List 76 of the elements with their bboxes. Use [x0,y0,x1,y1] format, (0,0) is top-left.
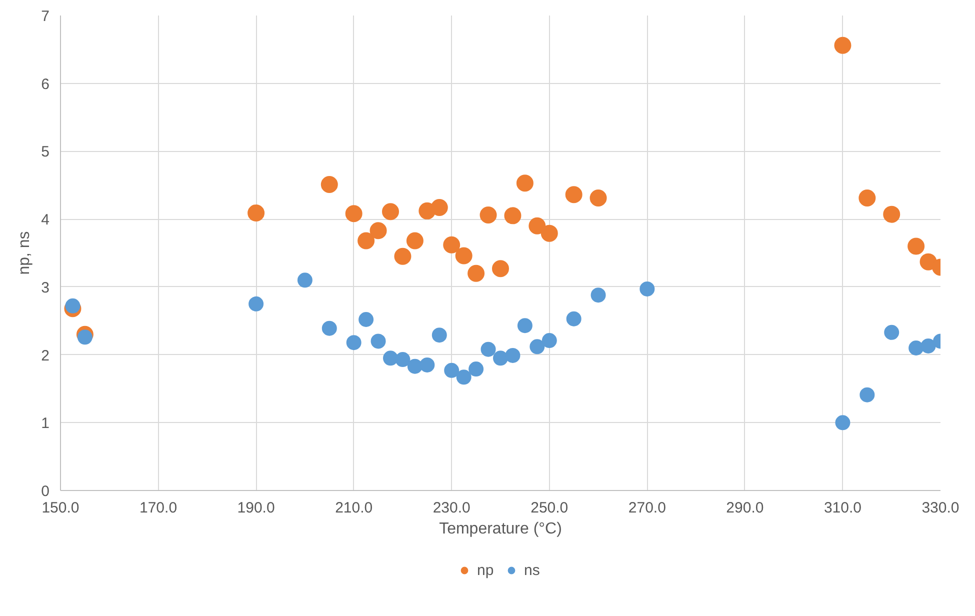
point [358,232,375,250]
point [468,362,484,377]
point [322,320,337,336]
point [346,335,362,350]
point [517,318,532,334]
point [860,387,875,402]
point [77,330,92,345]
point [407,358,422,374]
point [456,370,472,385]
x-tick-label: 210.0 [335,500,373,516]
point [455,247,472,264]
point [835,415,850,430]
point [908,340,924,356]
point [383,350,398,366]
x-tick-label: 170.0 [140,500,178,516]
point [505,348,520,363]
point [65,298,80,314]
point [395,352,410,368]
point [320,176,338,193]
point [908,238,925,255]
point [528,217,546,234]
x-tick-label: 230.0 [432,500,470,516]
point [883,206,900,223]
point [480,342,496,357]
point [370,334,386,349]
x-tick-label: 330.0 [922,500,960,516]
point [920,338,936,354]
x-tick-label: 190.0 [237,500,275,516]
y-tick-label: 1 [41,415,50,432]
point [590,288,606,303]
point [834,36,852,54]
point [590,190,607,207]
x-axis-title: Temperature (°C) [439,520,562,538]
point [858,190,876,207]
point [493,350,508,366]
x-tick-label: 310.0 [824,500,862,516]
point [540,224,558,242]
point [443,236,460,254]
point [504,207,522,224]
point [432,328,447,343]
y-tick-label: 4 [41,212,50,229]
point [530,339,545,354]
point [565,186,582,204]
y-tick-label: 5 [41,144,50,161]
point [382,203,399,220]
x-tick-label: 150.0 [42,500,80,516]
point [358,312,374,327]
legend-label: np [477,562,495,578]
y-axis-title: np, ns [16,231,34,275]
point [420,357,435,372]
point [566,311,582,326]
x-tick-label: 290.0 [726,500,764,516]
point [468,264,485,282]
point [444,362,460,378]
y-tick-label: 3 [41,279,50,296]
point [345,205,362,222]
point [480,206,497,224]
point [394,248,412,265]
point [542,333,557,348]
point [370,222,387,240]
x-tick-label: 270.0 [628,500,666,516]
point [516,174,534,192]
x-tick-label: 250.0 [530,500,568,516]
legend-label: ns [524,562,541,578]
y-tick-label: 0 [41,483,50,500]
point [248,296,264,312]
y-tick-label: 6 [41,76,50,93]
point [406,232,424,250]
point [884,324,900,340]
point [297,272,312,288]
point [248,204,265,222]
y-tick-label: 2 [41,347,50,364]
point [492,260,509,278]
point [430,199,448,216]
point [640,281,655,296]
y-tick-label: 7 [41,8,50,25]
